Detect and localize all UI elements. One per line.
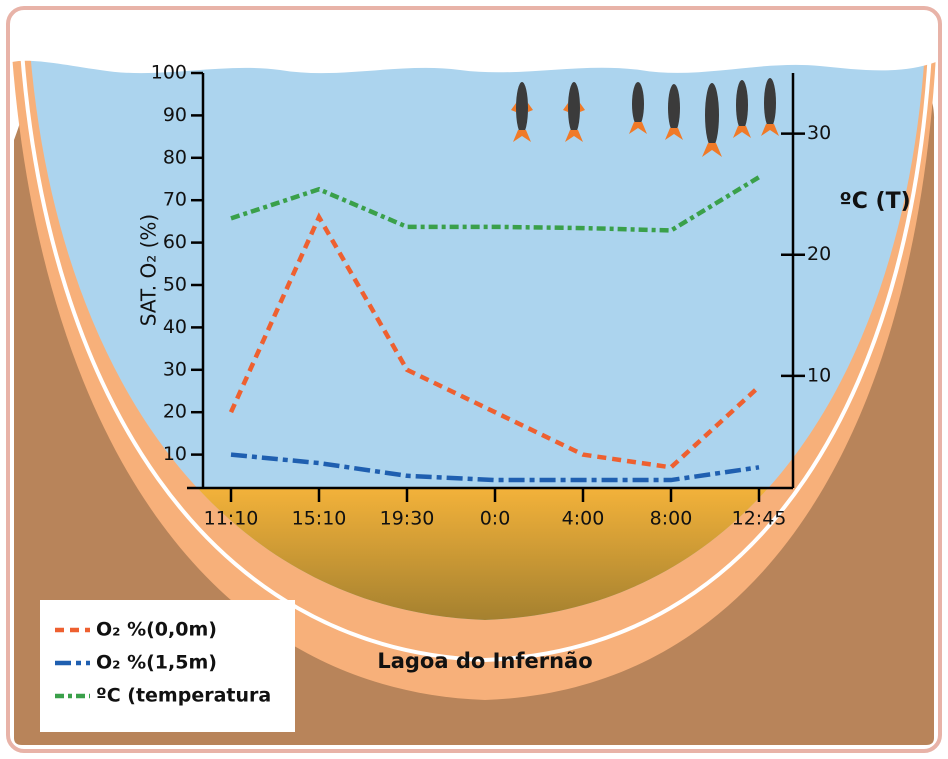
y-tick-label: 80 <box>163 146 187 168</box>
legend-label: O₂ %(0,0m) <box>96 619 217 641</box>
y-tick-label: 40 <box>163 316 187 338</box>
x-tick-label: 4:00 <box>562 508 605 530</box>
x-tick-label: 0:0 <box>480 508 511 530</box>
y-tick-label: 70 <box>163 189 187 211</box>
y-tick-label: 60 <box>163 231 187 253</box>
y-tick-label: 100 <box>151 62 187 84</box>
y2-tick-label: 20 <box>807 243 831 265</box>
y-tick-label: 50 <box>163 274 187 296</box>
annotation: Lagoa do Infernão <box>377 649 592 673</box>
x-tick-label: 11:10 <box>204 508 259 530</box>
x-tick-label: 15:10 <box>292 508 347 530</box>
y-tick-label: 10 <box>163 443 187 465</box>
y-tick-label: 20 <box>163 401 187 423</box>
x-tick-label: 8:00 <box>650 508 693 530</box>
legend-label: ºC (temperatura <box>96 685 271 707</box>
y2-axis-label: ºC (T) <box>839 189 910 214</box>
y2-tick-label: 30 <box>807 122 831 144</box>
chart: SAT. O₂ (%) ºC (T) Lagoa do Infernão 10 2… <box>0 0 948 759</box>
y-tick-label: 90 <box>163 104 187 126</box>
y-axis-label: SAT. O₂ (%) <box>137 214 161 326</box>
legend-label: O₂ %(1,5m) <box>96 652 217 674</box>
y-tick-label: 30 <box>163 358 187 380</box>
x-tick-label: 12:45 <box>732 508 787 530</box>
x-tick-label: 19:30 <box>380 508 435 530</box>
y2-tick-label: 10 <box>807 364 831 386</box>
